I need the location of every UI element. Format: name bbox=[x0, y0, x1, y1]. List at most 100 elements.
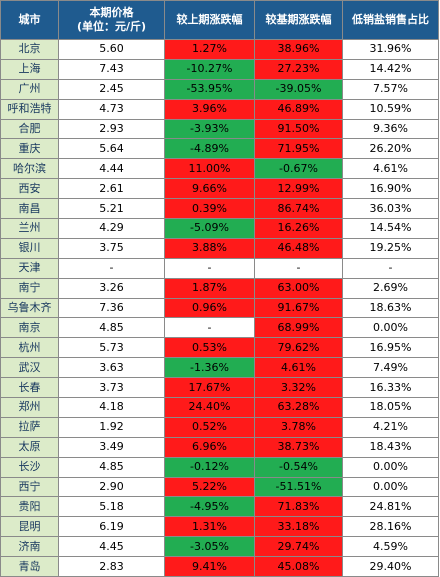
yoy-change-cell: 3.32% bbox=[254, 377, 343, 399]
yoy-change-cell: 38.96% bbox=[254, 39, 343, 60]
yoy-change-cell: - bbox=[254, 257, 343, 279]
share-cell: 0.00% bbox=[342, 456, 439, 478]
mom-change-cell: 1.87% bbox=[164, 277, 255, 299]
yoy-change-cell: 33.18% bbox=[254, 516, 343, 538]
mom-change-cell: 17.67% bbox=[164, 377, 255, 399]
yoy-change-cell: 71.95% bbox=[254, 138, 343, 160]
share-cell: 14.54% bbox=[342, 218, 439, 239]
header-city: 城市 bbox=[0, 0, 59, 40]
city-cell: 银川 bbox=[0, 237, 59, 259]
price-cell: 4.85 bbox=[58, 317, 165, 339]
table-row: 南京 4.85-68.99% 0.00% bbox=[0, 317, 439, 339]
city-cell: 太原 bbox=[0, 436, 59, 458]
mom-change-cell: -3.93% bbox=[164, 118, 255, 140]
share-cell: 31.96% bbox=[342, 39, 439, 60]
price-cell: 3.63 bbox=[58, 357, 165, 379]
city-cell: 长沙 bbox=[0, 456, 59, 478]
share-cell: 0.00% bbox=[342, 317, 439, 339]
city-cell: 拉萨 bbox=[0, 416, 59, 438]
share-cell: 18.05% bbox=[342, 397, 439, 418]
share-cell: 26.20% bbox=[342, 138, 439, 160]
mom-change-cell: -5.09% bbox=[164, 218, 255, 239]
city-cell: 兰州 bbox=[0, 218, 59, 239]
share-cell: 29.40% bbox=[342, 556, 439, 577]
share-cell: 4.59% bbox=[342, 536, 439, 558]
mom-change-cell: -4.95% bbox=[164, 496, 255, 518]
mom-change-cell: 3.96% bbox=[164, 98, 255, 120]
table-row: 杭州 5.73 0.53% 79.62% 16.95% bbox=[0, 337, 439, 359]
mom-change-cell: -10.27% bbox=[164, 58, 255, 80]
price-cell: 5.64 bbox=[58, 138, 165, 160]
table-row: 兰州 4.29 -5.09% 16.26% 14.54% bbox=[0, 218, 439, 239]
price-cell: 2.61 bbox=[58, 178, 165, 200]
price-cell: 1.92 bbox=[58, 416, 165, 438]
city-cell: 合肥 bbox=[0, 118, 59, 140]
table-row: 广州 2.45 -53.95% -39.05% 7.57% bbox=[0, 78, 439, 100]
city-cell: 南昌 bbox=[0, 198, 59, 220]
mom-change-cell: 11.00% bbox=[164, 158, 255, 180]
price-cell: 2.90 bbox=[58, 476, 165, 498]
city-cell: 北京 bbox=[0, 39, 59, 60]
table-row: 合肥 2.93 -3.93% 91.50% 9.36% bbox=[0, 118, 439, 140]
yoy-change-cell: 27.23% bbox=[254, 58, 343, 80]
city-cell: 南京 bbox=[0, 317, 59, 339]
yoy-change-cell: 91.67% bbox=[254, 297, 343, 319]
city-cell: 乌鲁木齐 bbox=[0, 297, 59, 319]
mom-change-cell: 0.39% bbox=[164, 198, 255, 220]
header-price-line1: 本期价格 bbox=[89, 6, 134, 19]
yoy-change-cell: 38.73% bbox=[254, 436, 343, 458]
city-cell: 南宁 bbox=[0, 277, 59, 299]
yoy-change-cell: 45.08% bbox=[254, 556, 343, 577]
city-cell: 昆明 bbox=[0, 516, 59, 538]
table-row: 青岛 2.83 9.41% 45.08% 29.40% bbox=[0, 556, 439, 577]
share-cell: 9.36% bbox=[342, 118, 439, 140]
city-cell: 上海 bbox=[0, 58, 59, 80]
price-cell: 7.36 bbox=[58, 297, 165, 319]
share-cell: 4.21% bbox=[342, 416, 439, 438]
price-cell: 4.44 bbox=[58, 158, 165, 180]
mom-change-cell: 9.66% bbox=[164, 178, 255, 200]
table-row: 长沙 4.85 -0.12% -0.54% 0.00% bbox=[0, 456, 439, 478]
table-row: 哈尔滨 4.44 11.00% -0.67% 4.61% bbox=[0, 158, 439, 180]
yoy-change-cell: -0.67% bbox=[254, 158, 343, 180]
city-cell: 长春 bbox=[0, 377, 59, 399]
share-cell: 7.57% bbox=[342, 78, 439, 100]
price-cell: 6.19 bbox=[58, 516, 165, 538]
price-cell: 5.60 bbox=[58, 39, 165, 60]
price-cell: 2.83 bbox=[58, 556, 165, 577]
share-cell: 4.61% bbox=[342, 158, 439, 180]
mom-change-cell: -3.05% bbox=[164, 536, 255, 558]
share-cell: - bbox=[342, 257, 439, 279]
city-cell: 济南 bbox=[0, 536, 59, 558]
share-cell: 19.25% bbox=[342, 237, 439, 259]
table-row: 西安 2.61 9.66% 12.99% 16.90% bbox=[0, 178, 439, 200]
price-cell: 4.29 bbox=[58, 218, 165, 239]
city-cell: 重庆 bbox=[0, 138, 59, 160]
city-cell: 哈尔滨 bbox=[0, 158, 59, 180]
mom-change-cell: - bbox=[164, 317, 255, 339]
price-cell: 5.73 bbox=[58, 337, 165, 359]
share-cell: 16.90% bbox=[342, 178, 439, 200]
table-row: 贵阳 5.18 -4.95% 71.83% 24.81% bbox=[0, 496, 439, 518]
price-cell: 3.73 bbox=[58, 377, 165, 399]
city-cell: 西安 bbox=[0, 178, 59, 200]
table-row: 银川 3.75 3.88% 46.48% 19.25% bbox=[0, 237, 439, 259]
header-price: 本期价格 (单位：元/斤) bbox=[58, 0, 165, 40]
table-row: 拉萨 1.92 0.52% 3.78% 4.21% bbox=[0, 416, 439, 438]
yoy-change-cell: -39.05% bbox=[254, 78, 343, 100]
yoy-change-cell: 29.74% bbox=[254, 536, 343, 558]
share-cell: 0.00% bbox=[342, 476, 439, 498]
yoy-change-cell: -51.51% bbox=[254, 476, 343, 498]
price-cell: 7.43 bbox=[58, 58, 165, 80]
yoy-change-cell: 3.78% bbox=[254, 416, 343, 438]
price-cell: 3.49 bbox=[58, 436, 165, 458]
share-cell: 36.03% bbox=[342, 198, 439, 220]
table-row: 呼和浩特 4.73 3.96% 46.89% 10.59% bbox=[0, 98, 439, 120]
share-cell: 10.59% bbox=[342, 98, 439, 120]
price-cell: 4.18 bbox=[58, 397, 165, 418]
price-cell: 5.18 bbox=[58, 496, 165, 518]
mom-change-cell: 24.40% bbox=[164, 397, 255, 418]
mom-change-cell: -0.12% bbox=[164, 456, 255, 478]
mom-change-cell: 0.53% bbox=[164, 337, 255, 359]
table-row: 太原 3.49 6.96% 38.73% 18.43% bbox=[0, 436, 439, 458]
